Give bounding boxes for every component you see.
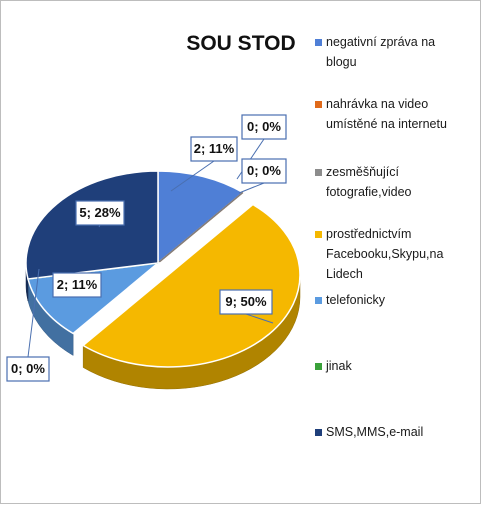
legend-swatch — [315, 297, 322, 304]
pie-slice-zesmesnujici-fotografie-video — [157, 191, 244, 264]
legend-label: zesměšňující fotografie,video — [326, 165, 412, 199]
leader-line — [170, 160, 215, 192]
legend-entry-sms-mms-e-mail: SMS,MMS,e-mail — [315, 425, 423, 439]
data-label-text: 2; 11% — [194, 141, 235, 156]
data-label-text: 0; 0% — [247, 119, 281, 134]
legend-swatch — [315, 101, 322, 108]
leader-line — [27, 268, 40, 358]
legend-swatch — [315, 231, 322, 238]
legend-swatch — [315, 363, 322, 370]
data-label-box — [6, 356, 50, 382]
data-label-sms-mms-e-mail: 5; 28% — [75, 200, 125, 228]
data-label-jinak: 0; 0% — [6, 268, 50, 382]
data-label-text: 2; 11% — [57, 277, 98, 292]
legend-swatch — [315, 169, 322, 176]
data-label-negativni-zprava-na-blogu: 2; 11% — [170, 136, 238, 192]
legend-label: telefonicky — [326, 293, 386, 307]
legend-label: jinak — [325, 359, 352, 373]
legend: negativní zpráva na blogu nahrávka na vide… — [315, 35, 447, 439]
legend-label: negativní zpráva na blogu — [326, 35, 435, 69]
data-label-nahravka-na-video-umistene-na-internetu: 0; 0% — [236, 114, 287, 180]
data-label-box — [219, 289, 273, 315]
legend-entry-zesmesnujici-fotografie-video: zesměšňující fotografie,video — [315, 165, 412, 199]
data-label-box — [241, 114, 287, 140]
data-label-text: 0; 0% — [11, 361, 45, 376]
data-label-text: 9; 50% — [225, 294, 267, 309]
data-label-prostrednictvim-facebooku-skypu-na-lidech: 9; 50% — [219, 289, 274, 324]
data-label-text: 0; 0% — [247, 163, 281, 178]
leader-line — [238, 182, 265, 194]
data-label-box — [190, 136, 238, 162]
legend-entry-jinak: jinak — [315, 359, 352, 373]
legend-swatch — [315, 429, 322, 436]
legend-label: nahrávka na video umístěné na internetu — [326, 97, 447, 131]
pie-slice-negativni-zprava-na-blogu — [157, 170, 245, 265]
leader-line — [245, 313, 274, 324]
data-label-box — [52, 272, 102, 298]
legend-entry-telefonicky: telefonicky — [315, 293, 386, 307]
legend-entry-nahravka-na-video-umistene-na-internetu: nahrávka na video umístěné na internetu — [315, 97, 447, 131]
legend-swatch — [315, 39, 322, 46]
legend-label: SMS,MMS,e-mail — [326, 425, 423, 439]
pie-slice-prostrednictvim-facebooku-skypu-na-lidech — [81, 203, 301, 368]
legend-label: prostřednictvím Facebooku,Skypu,na Lidech — [326, 227, 443, 281]
legend-entry-negativni-zprava-na-blogu: negativní zpráva na blogu — [315, 35, 435, 69]
data-label-telefonicky: 2; 11% — [52, 272, 102, 298]
data-label-zesmesnujici-fotografie-video: 0; 0% — [238, 158, 287, 194]
legend-entry-prostrednictvim-facebooku-skypu-na-lidech: prostřednictvím Facebooku,Skypu,na Lidech — [315, 227, 443, 281]
data-label-box — [75, 200, 125, 226]
data-label-text: 5; 28% — [79, 205, 121, 220]
chart-title: SOU STOD — [186, 32, 295, 55]
data-labels: 2; 11% 0; 0% 0; 0% 9; 50% 2; 11% 0; 0% 5; 28% — [6, 114, 287, 382]
data-label-box — [241, 158, 287, 184]
